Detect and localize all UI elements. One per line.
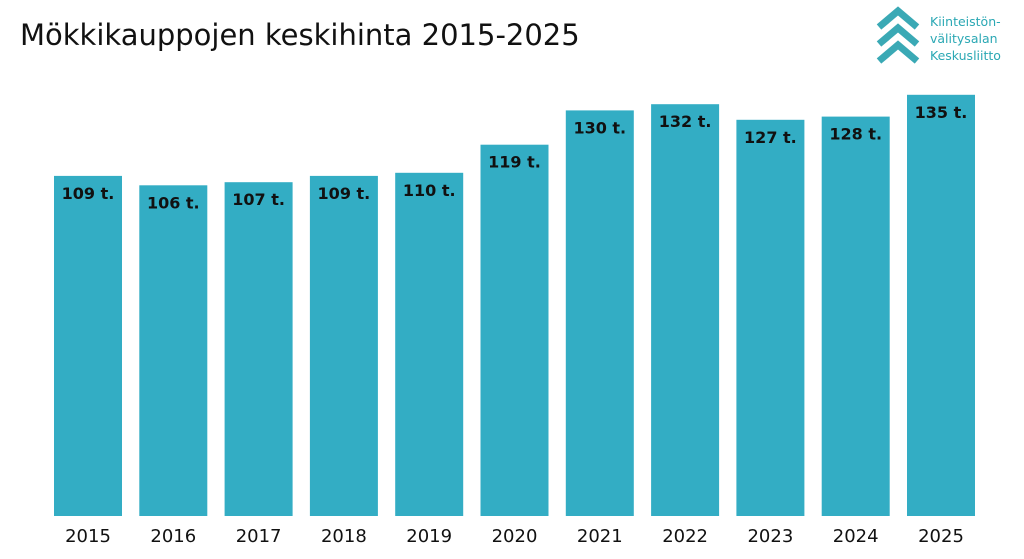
data-label-2023: 127 t. — [744, 128, 797, 147]
x-tick-label-2022: 2022 — [662, 526, 708, 547]
logo-text: Kiinteistön- välitysalan Keskusliitto — [930, 13, 1001, 64]
data-label-2021: 130 t. — [573, 118, 626, 137]
x-tick-label-2018: 2018 — [321, 526, 367, 547]
data-label-2019: 110 t. — [403, 181, 456, 200]
chart-title: Mökkikauppojen keskihinta 2015-2025 — [20, 18, 580, 52]
logo: Kiinteistön- välitysalan Keskusliitto — [874, 6, 1014, 70]
bar-2016 — [139, 185, 208, 517]
bar-2021 — [565, 110, 634, 517]
data-label-2015: 109 t. — [62, 184, 115, 203]
bar-2019 — [395, 172, 464, 517]
data-label-2016: 106 t. — [147, 193, 200, 212]
data-label-2020: 119 t. — [488, 153, 541, 172]
x-tick-label-2017: 2017 — [236, 526, 282, 547]
bar-2020 — [480, 144, 549, 516]
data-label-2017: 107 t. — [232, 190, 285, 209]
data-label-2025: 135 t. — [915, 103, 968, 122]
logo-text-line: Kiinteistön- — [930, 14, 1001, 29]
x-tick-label-2020: 2020 — [492, 526, 538, 547]
x-tick-label-2016: 2016 — [150, 526, 196, 547]
x-tick-label-2023: 2023 — [747, 526, 793, 547]
bar-2024 — [821, 116, 890, 516]
x-tick-label-2024: 2024 — [833, 526, 879, 547]
bar-2022 — [651, 104, 720, 516]
x-tick-label-2015: 2015 — [65, 526, 111, 547]
logo-text-line: Keskusliitto — [930, 48, 1001, 63]
bar-2018 — [309, 175, 378, 516]
logo-text-line: välitysalan — [930, 31, 998, 46]
bar-2023 — [736, 119, 805, 517]
chevron-stack-logo-icon — [876, 6, 920, 64]
data-label-2024: 128 t. — [829, 125, 882, 144]
bar-2017 — [224, 182, 293, 516]
data-label-2022: 132 t. — [659, 112, 712, 131]
bar-2015 — [54, 175, 122, 516]
x-tick-label-2019: 2019 — [406, 526, 452, 547]
x-tick-label-2021: 2021 — [577, 526, 623, 547]
x-tick-label-2025: 2025 — [918, 526, 964, 547]
bar-2025 — [907, 94, 975, 517]
data-label-2018: 109 t. — [318, 184, 371, 203]
